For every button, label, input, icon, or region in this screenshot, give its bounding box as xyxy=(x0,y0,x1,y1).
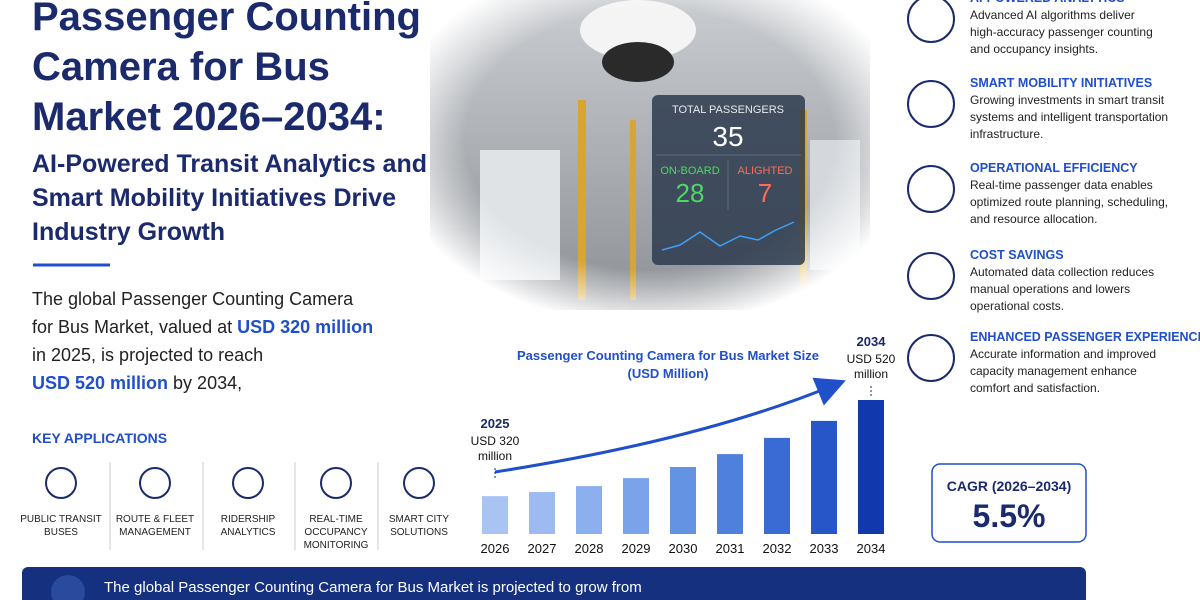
dash-value: 7 xyxy=(758,178,772,208)
feature-text: Real-time passenger data enables xyxy=(970,178,1153,192)
intro-text: in 2025, is projected to reach xyxy=(32,345,263,365)
annotation: million xyxy=(478,449,512,463)
feature-text: and occupancy insights. xyxy=(970,42,1098,56)
feature-text: capacity management enhance xyxy=(970,364,1137,378)
x-tick-label: 2031 xyxy=(716,541,745,556)
bar xyxy=(717,454,743,534)
feature-title: SMART MOBILITY INITIATIVES xyxy=(970,76,1152,90)
subtitle: Industry Growth xyxy=(32,218,225,246)
feature-text: comfort and satisfaction. xyxy=(970,381,1100,395)
feature-icon xyxy=(907,0,955,43)
section-heading: KEY APPLICATIONS xyxy=(32,430,167,446)
app-label: REAL-TIME xyxy=(309,514,363,525)
app-icon xyxy=(139,467,171,499)
app-label: MONITORING xyxy=(304,540,369,551)
app-icon xyxy=(403,467,435,499)
intro-text: The global Passenger Counting Camera xyxy=(32,289,354,309)
intro-line: USD 520 million by 2034, xyxy=(32,373,242,393)
dash-value: 28 xyxy=(676,178,705,208)
feature-text: Automated data collection reduces xyxy=(970,265,1154,279)
intro-line: for Bus Market, valued at USD 320 millio… xyxy=(32,317,373,337)
annotation: USD 520 xyxy=(847,352,896,366)
feature-text: manual operations and lowers xyxy=(970,282,1130,296)
bar xyxy=(858,400,884,534)
bar xyxy=(529,491,555,534)
app-icon xyxy=(45,467,77,499)
growth-arrow xyxy=(494,377,846,474)
app-label: MANAGEMENT xyxy=(119,527,191,538)
bar xyxy=(764,437,790,534)
subtitle: Smart Mobility Initiatives Drive xyxy=(32,184,396,212)
annotation-year: 2034 xyxy=(857,334,887,349)
bus-photo xyxy=(430,0,870,310)
x-tick-label: 2027 xyxy=(528,541,557,556)
intro-line: in 2025, is projected to reach xyxy=(32,345,263,365)
annotation-year: 2025 xyxy=(481,416,510,431)
bar xyxy=(670,467,696,534)
cagr-value: 5.5% xyxy=(973,498,1046,534)
bar xyxy=(811,420,837,534)
x-tick-label: 2030 xyxy=(669,541,698,556)
feature-text: infrastructure. xyxy=(970,127,1043,141)
dash-label: TOTAL PASSENGERS xyxy=(672,104,784,116)
app-icon xyxy=(232,467,264,499)
bar xyxy=(623,478,649,534)
feature-text: operational costs. xyxy=(970,299,1064,313)
x-tick-label: 2032 xyxy=(763,541,792,556)
bar xyxy=(482,496,508,534)
feature-icon xyxy=(907,165,955,213)
x-tick-label: 2034 xyxy=(857,541,886,556)
title: Market 2026–2034: xyxy=(32,95,386,139)
highlight: USD 320 million xyxy=(237,317,373,337)
bar xyxy=(576,486,602,534)
feature-icon xyxy=(907,334,955,382)
intro-text: for Bus Market, valued at xyxy=(32,317,237,337)
banner-text: The global Passenger Counting Camera for… xyxy=(104,579,642,596)
cagr-label: CAGR (2026–2034) xyxy=(947,478,1072,494)
app-label: OCCUPANCY xyxy=(304,527,367,538)
feature-text: high-accuracy passenger counting xyxy=(970,25,1153,39)
intro-text: by 2034, xyxy=(168,373,242,393)
app-label: SOLUTIONS xyxy=(390,527,448,538)
app-label: BUSES xyxy=(44,527,78,538)
app-label: PUBLIC TRANSIT xyxy=(20,514,102,525)
dash-label: ON-BOARD xyxy=(660,165,719,177)
annotation: USD 320 xyxy=(471,434,520,448)
banner xyxy=(22,567,1086,600)
feature-icon xyxy=(907,252,955,300)
x-tick-label: 2026 xyxy=(481,541,510,556)
x-tick-label: 2033 xyxy=(810,541,839,556)
app-label: SMART CITY xyxy=(389,514,450,525)
annotation: million xyxy=(854,367,888,381)
intro-line: The global Passenger Counting Camera xyxy=(32,289,354,309)
feature-text: Growing investments in smart transit xyxy=(970,93,1165,107)
banner-icon xyxy=(51,575,85,600)
x-tick-label: 2028 xyxy=(575,541,604,556)
chart-title: Passenger Counting Camera for Bus Market… xyxy=(517,348,819,363)
app-label: ANALYTICS xyxy=(221,527,276,538)
chart-title: (USD Million) xyxy=(628,366,709,381)
feature-text: and resource allocation. xyxy=(970,212,1097,226)
dash-value: 35 xyxy=(712,121,743,152)
feature-text: Accurate information and improved xyxy=(970,347,1156,361)
title: Passenger Counting xyxy=(32,0,421,39)
feature-title: OPERATIONAL EFFICIENCY xyxy=(970,161,1138,175)
cagr-box xyxy=(931,463,1087,543)
app-label: RIDERSHIP xyxy=(221,514,276,525)
feature-text: systems and intelligent transportation xyxy=(970,110,1168,124)
highlight: USD 520 million xyxy=(32,373,168,393)
feature-text: optimized route planning, scheduling, xyxy=(970,195,1168,209)
x-tick-label: 2029 xyxy=(622,541,651,556)
feature-icon xyxy=(907,80,955,128)
feature-title: ENHANCED PASSENGER EXPERIENCE xyxy=(970,330,1200,344)
feature-title: AI-POWERED ANALYTICS xyxy=(970,0,1125,5)
dash-label: ALIGHTED xyxy=(737,165,792,177)
app-label: ROUTE & FLEET xyxy=(116,514,194,525)
feature-text: Advanced AI algorithms deliver xyxy=(970,8,1135,22)
title: Camera for Bus xyxy=(32,45,330,89)
subtitle: AI-Powered Transit Analytics and xyxy=(32,150,427,178)
feature-title: COST SAVINGS xyxy=(970,248,1064,262)
app-icon xyxy=(320,467,352,499)
